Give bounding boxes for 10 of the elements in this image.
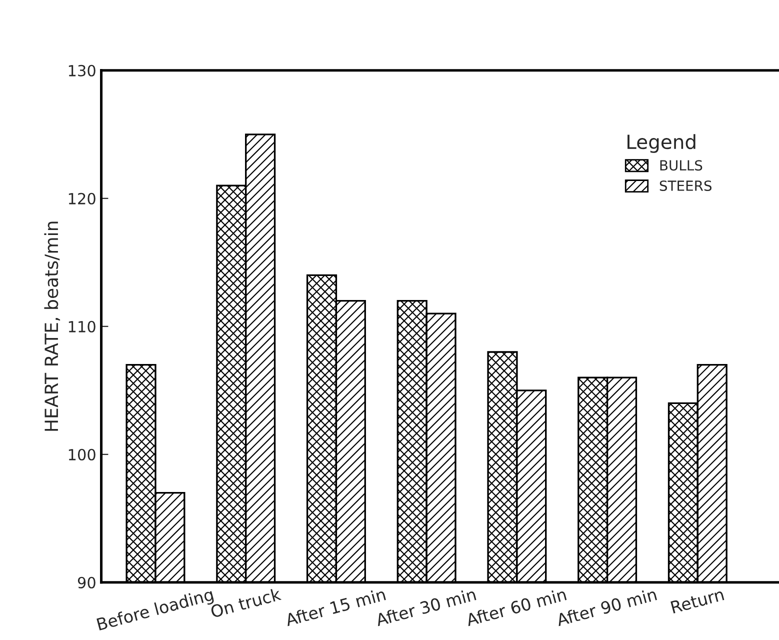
y-tick-label: 110 — [68, 320, 96, 332]
y-tick-label: 120 — [68, 192, 96, 204]
legend-label: BULLS — [660, 160, 702, 171]
y-tick-label: 90 — [78, 576, 96, 588]
y-tick-label: 130 — [68, 64, 96, 76]
y-tick-label: 100 — [68, 448, 96, 460]
y-axis-title: HEART RATE, beats/min — [44, 222, 60, 431]
x-tick-label: Return — [670, 588, 724, 614]
legend-title: Legend — [628, 134, 696, 153]
legend-label: STEERS — [660, 180, 712, 192]
